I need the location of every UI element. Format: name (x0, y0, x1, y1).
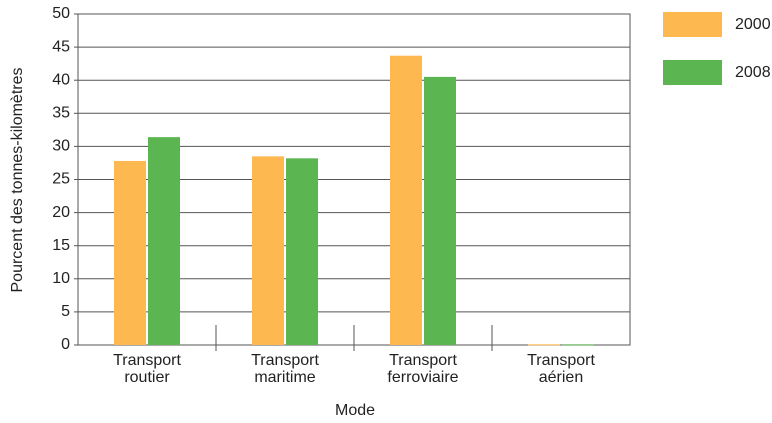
x-tick-label: Transport maritime (251, 352, 319, 386)
legend-label: 2000 (735, 16, 771, 33)
bar (252, 156, 284, 345)
x-tick-label: Transport ferroviaire (387, 352, 459, 386)
y-tick-label: 50 (52, 5, 70, 22)
bar (148, 137, 180, 345)
y-axis-label: Pourcent des tonnes-kilomètres (9, 68, 26, 293)
x-tick-label: Transport aérien (527, 352, 595, 386)
bar (528, 344, 560, 346)
bar (390, 55, 422, 346)
y-tick-label: 5 (61, 303, 70, 320)
legend-label: 2008 (735, 64, 771, 81)
x-tick-label: Transport routier (113, 352, 181, 386)
x-axis-label: Mode (335, 402, 375, 419)
legend-swatch (663, 12, 722, 37)
bar (424, 76, 456, 345)
bar (114, 160, 146, 345)
y-tick-label: 30 (52, 138, 70, 155)
y-tick-label: 10 (52, 270, 70, 287)
y-tick-label: 0 (61, 336, 70, 353)
y-tick-label: 25 (52, 171, 70, 188)
y-tick-label: 45 (52, 38, 70, 55)
bar (286, 158, 318, 345)
y-tick-label: 15 (52, 237, 70, 254)
bar (562, 344, 594, 346)
y-tick-label: 40 (52, 71, 70, 88)
y-tick-label: 35 (52, 105, 70, 122)
y-tick-label: 20 (52, 204, 70, 221)
legend-swatch (663, 60, 722, 85)
